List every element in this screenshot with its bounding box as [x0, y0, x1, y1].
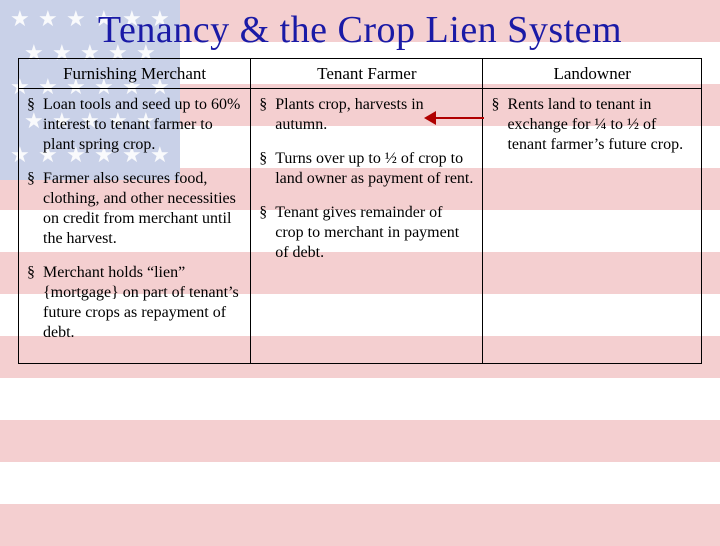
bullet: Loan tools and seed up to 60% interest t… [27, 95, 242, 155]
bullet: Rents land to tenant in exchange for ¼ t… [491, 95, 693, 155]
comparison-table: Furnishing Merchant Tenant Farmer Landow… [18, 58, 702, 364]
cell-landowner: Rents land to tenant in exchange for ¼ t… [483, 89, 702, 364]
cell-merchant: Loan tools and seed up to 60% interest t… [19, 89, 251, 364]
bullet: Farmer also secures food, clothing, and … [27, 169, 242, 249]
cell-tenant: Plants crop, harvests in autumn. Turns o… [251, 89, 483, 364]
slide-title: Tenancy & the Crop Lien System [18, 8, 702, 52]
bullet: Turns over up to ½ of crop to land owner… [259, 149, 474, 189]
bullet: Tenant gives remainder of crop to mercha… [259, 203, 474, 263]
col-header-merchant: Furnishing Merchant [19, 59, 251, 89]
slide: Tenancy & the Crop Lien System Furnishin… [0, 0, 720, 540]
col-header-tenant: Tenant Farmer [251, 59, 483, 89]
col-header-landowner: Landowner [483, 59, 702, 89]
bullet: Merchant holds “lien” {mortgage} on part… [27, 263, 242, 343]
arrow-landowner-to-tenant [424, 111, 484, 125]
